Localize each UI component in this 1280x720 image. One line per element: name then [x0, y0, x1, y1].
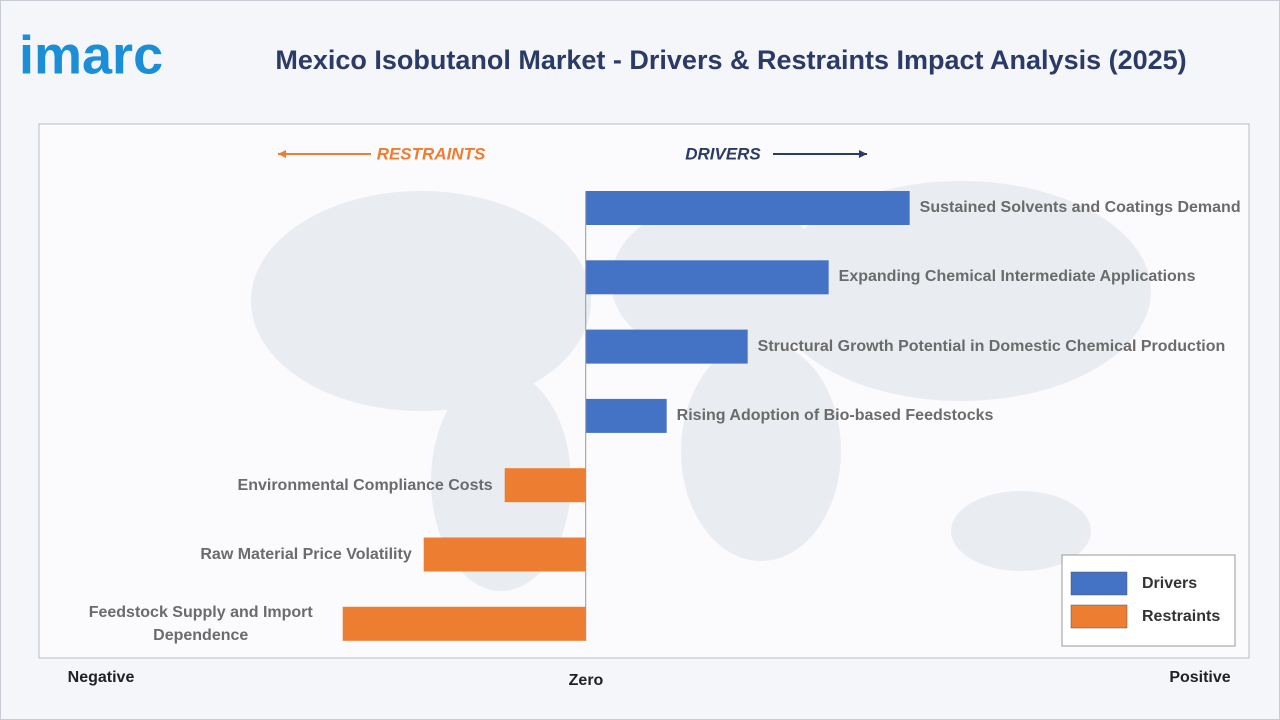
restraints-label: RESTRAINTS: [377, 144, 486, 163]
legend-label: Drivers: [1142, 575, 1197, 592]
axis-label-zero: Zero: [569, 672, 604, 689]
axis-label-negative: Negative: [68, 669, 135, 686]
bar: [585, 329, 748, 364]
legend-label: Restraints: [1142, 608, 1220, 625]
drivers-arrowhead: [859, 150, 867, 158]
bar: [504, 468, 586, 503]
legend-swatch: [1070, 604, 1128, 629]
category-label: Feedstock Supply and Import Dependence: [88, 603, 313, 644]
bar: [423, 537, 586, 572]
category-label: Expanding Chemical Intermediate Applicat…: [838, 268, 1196, 286]
chart-title: Mexico Isobutanol Market - Drivers & Res…: [275, 45, 1186, 75]
axis-label-positive: Positive: [1169, 669, 1230, 686]
legend: [1061, 554, 1236, 647]
restraints-arrowhead: [278, 150, 286, 158]
logo: imarc: [19, 25, 163, 85]
category-label: Environmental Compliance Costs: [237, 476, 493, 494]
bar: [585, 191, 910, 225]
category-label: Rising Adoption of Bio-based Feedstocks: [676, 406, 994, 424]
category-label: Structural Growth Potential in Domestic …: [757, 337, 1226, 355]
bar: [585, 260, 829, 295]
bar: [585, 398, 667, 433]
legend-swatch: [1070, 571, 1128, 596]
bar: [342, 606, 586, 641]
category-label: Sustained Solvents and Coatings Demand: [919, 199, 1241, 216]
drivers-label: DRIVERS: [685, 144, 761, 163]
category-label: Raw Material Price Volatility: [200, 546, 412, 563]
